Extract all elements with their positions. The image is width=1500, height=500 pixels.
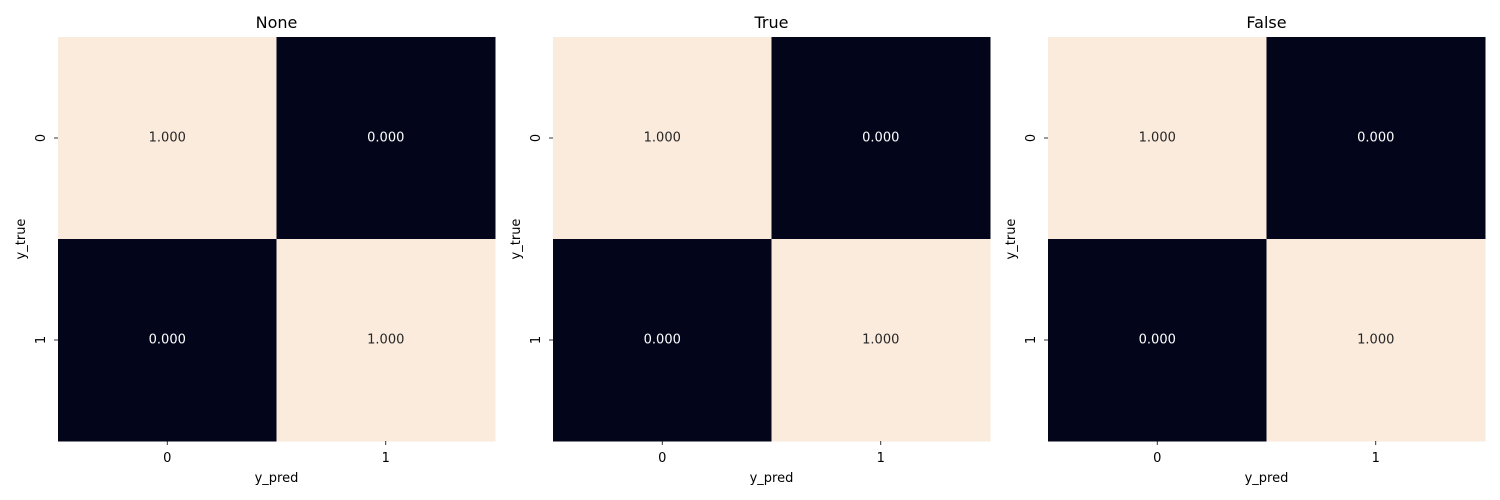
cell-value-label: 1.000 [1139, 131, 1176, 146]
y-tick-label: 0 [1024, 134, 1039, 142]
x-tick-label: 0 [658, 451, 666, 466]
cell-value-label: 1.000 [367, 333, 404, 348]
y-tick-label: 1 [34, 336, 49, 344]
y-axis-label: y_true [14, 219, 29, 260]
x-tick-label: 0 [163, 451, 171, 466]
x-tick-label: 1 [1372, 451, 1380, 466]
cell-value-label: 0.000 [644, 333, 681, 348]
heatmap-cell [771, 37, 991, 240]
y-tick-label: 0 [529, 134, 544, 142]
cell-value-label: 0.000 [149, 333, 186, 348]
cell-value-label: 1.000 [149, 131, 186, 146]
x-axis-label: y_pred [750, 471, 794, 486]
heatmap-cell [1048, 37, 1267, 240]
y-axis-label: y_true [509, 219, 524, 260]
cell-value-label: 0.000 [1357, 131, 1394, 146]
x-axis-label: y_pred [1245, 471, 1289, 486]
heatmap-cell [771, 239, 991, 442]
heatmap-cell [1266, 239, 1486, 442]
cell-value-label: 1.000 [1357, 333, 1394, 348]
cell-value-label: 1.000 [644, 131, 681, 146]
heatmap-cell [276, 37, 496, 240]
heatmap-cell [1048, 239, 1267, 442]
y-tick-label: 1 [1024, 336, 1039, 344]
cell-value-label: 0.000 [367, 131, 404, 146]
heatmap-cell [1266, 37, 1486, 240]
chart-title: False [1246, 13, 1286, 32]
heatmap-cell [553, 37, 772, 240]
chart-title: None [256, 13, 298, 32]
x-tick-label: 0 [1153, 451, 1161, 466]
x-tick-label: 1 [877, 451, 885, 466]
y-tick-label: 1 [529, 336, 544, 344]
heatmap-panel: 1.000 0.000 0.000 1.000 False 0 1 0 1 y_pred y_tru… [1004, 13, 1486, 486]
cell-value-label: 1.000 [862, 333, 899, 348]
cell-value-label: 0.000 [862, 131, 899, 146]
y-axis-label: y_true [1004, 219, 1019, 260]
heatmap-panel: 1.000 0.000 0.000 1.000 None 0 1 0 1 y_pred y_true [14, 13, 496, 486]
heatmap-cell [58, 239, 277, 442]
heatmap-cell [58, 37, 277, 240]
cell-value-label: 0.000 [1139, 333, 1176, 348]
x-axis-label: y_pred [255, 471, 299, 486]
chart-title: True [754, 13, 789, 32]
heatmap-cell [553, 239, 772, 442]
heatmap-cell [276, 239, 496, 442]
x-tick-label: 1 [382, 451, 390, 466]
y-tick-label: 0 [34, 134, 49, 142]
heatmap-panel: 1.000 0.000 0.000 1.000 True 0 1 0 1 y_pred y_true [509, 13, 991, 486]
